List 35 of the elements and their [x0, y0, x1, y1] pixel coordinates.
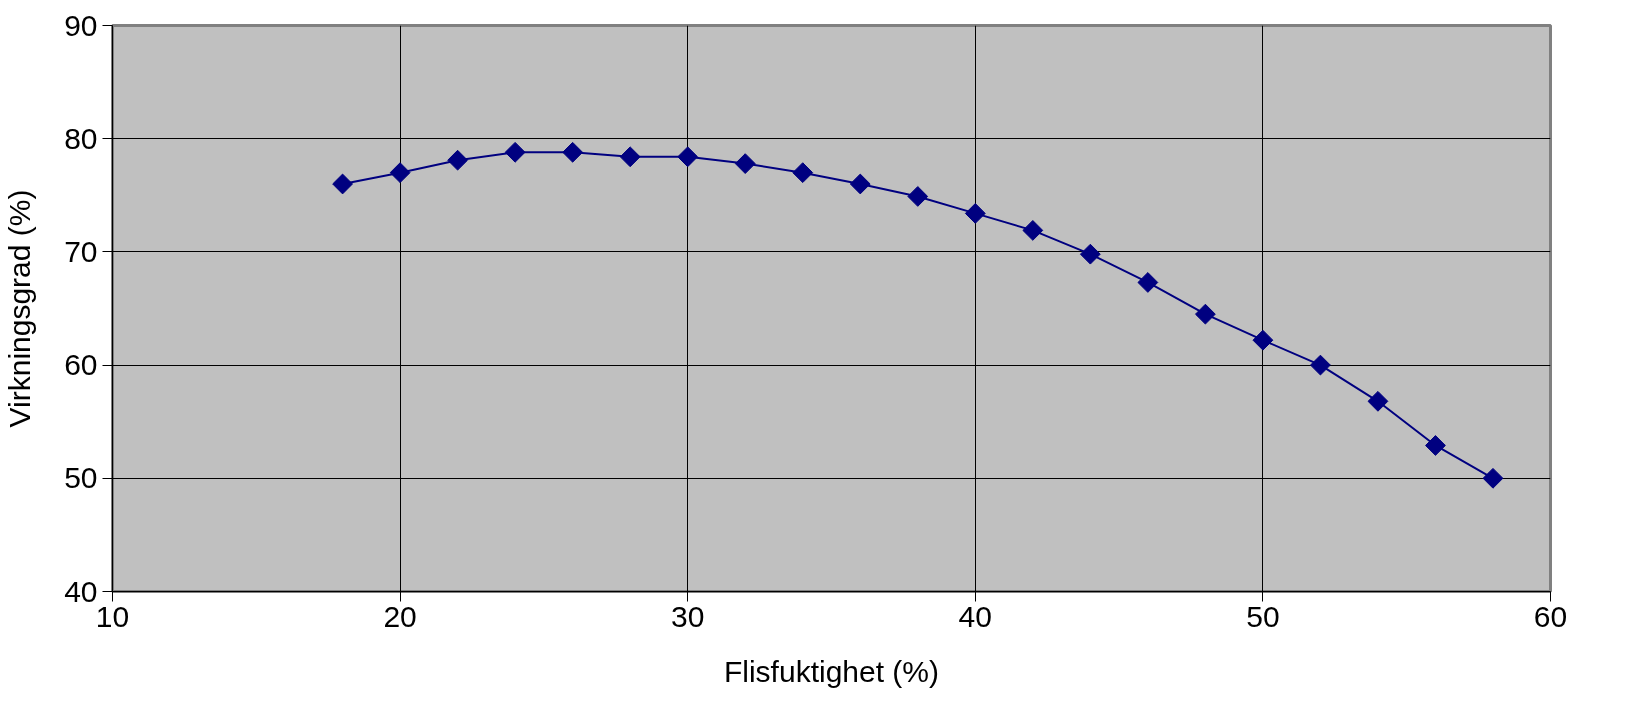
point: [389, 162, 411, 184]
point: [1022, 219, 1044, 241]
y-tick-label: 40: [64, 574, 98, 608]
point: [677, 146, 699, 168]
point: [849, 173, 871, 195]
point: [792, 162, 814, 184]
point: [1310, 354, 1331, 376]
point: [504, 141, 526, 163]
point: [1367, 390, 1389, 412]
y-tick-label: 60: [64, 348, 98, 382]
y-axis-title: Virkningsgrad (%): [3, 189, 37, 428]
x-axis-title: Flisfuktighet (%): [723, 654, 940, 688]
x-tick-label: 50: [1246, 599, 1280, 633]
point: [619, 146, 641, 168]
y-tick-label: 70: [64, 234, 98, 268]
point: [907, 186, 929, 207]
y-tick-label: 80: [64, 121, 98, 155]
point: [562, 141, 584, 163]
x-tick-label: 20: [383, 599, 417, 633]
x-tick-label: 10: [95, 599, 130, 633]
point: [1425, 435, 1446, 456]
point: [1252, 329, 1274, 351]
x-tick-label: 60: [1533, 599, 1568, 633]
point: [1482, 467, 1504, 489]
x-tick-label: 30: [671, 599, 705, 633]
x-tick-label: 40: [958, 599, 992, 633]
point: [734, 153, 756, 174]
point: [332, 173, 353, 195]
y-tick-label: 90: [64, 8, 98, 42]
point: [1079, 243, 1101, 265]
point: [447, 149, 469, 171]
point: [1137, 272, 1159, 293]
point: [1194, 303, 1216, 325]
y-tick-label: 50: [64, 461, 98, 495]
point: [964, 203, 986, 224]
